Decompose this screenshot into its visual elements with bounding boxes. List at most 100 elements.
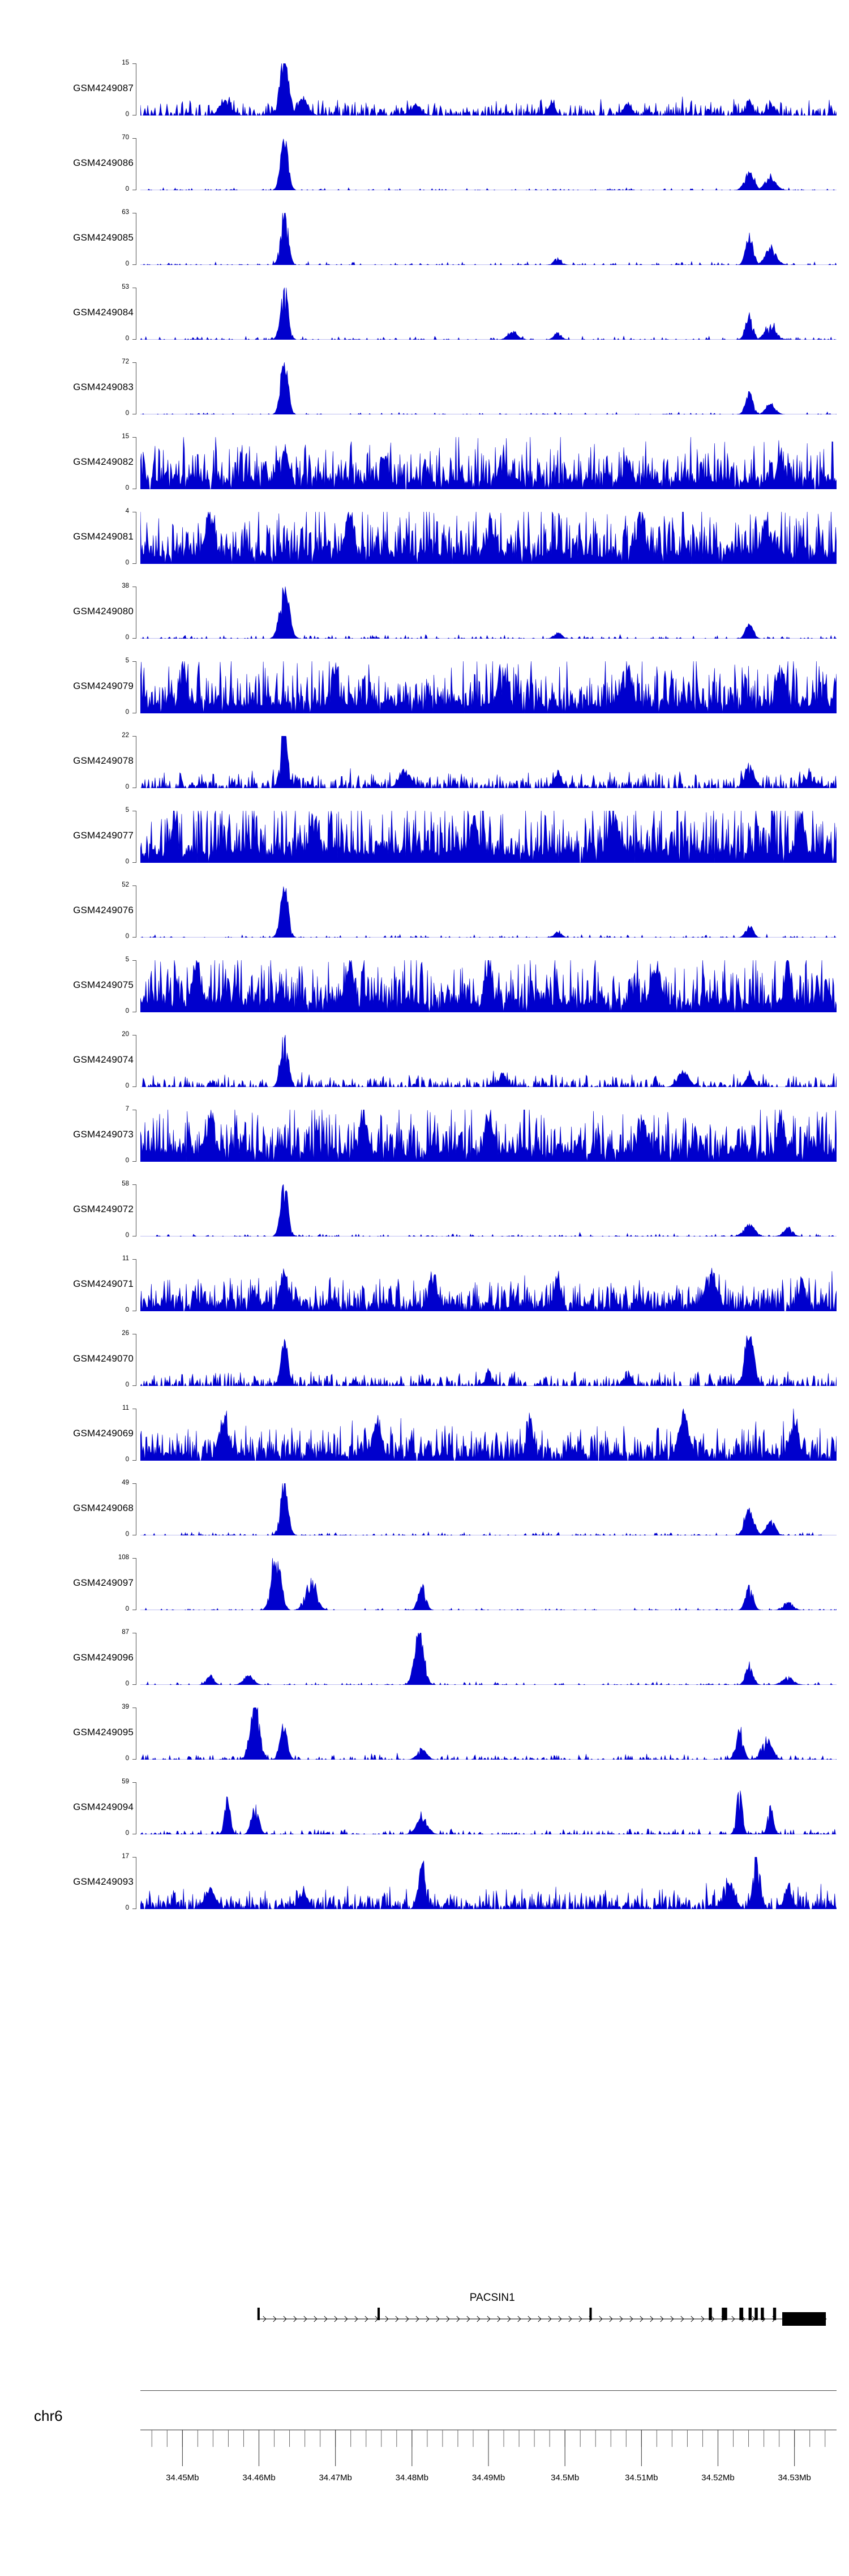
track-label-gsm4249082: GSM4249082 <box>73 456 134 467</box>
coverage-plot <box>140 63 837 115</box>
coverage-track: GSM4249069 11 0 <box>0 1405 849 1483</box>
coverage-track: GSM4249074 20 0 <box>0 1031 849 1110</box>
coverage-plot <box>140 811 837 863</box>
y-axis-max-label: 11 <box>122 1255 129 1262</box>
coverage-track: GSM4249070 26 0 <box>0 1330 849 1409</box>
track-label-gsm4249069: GSM4249069 <box>73 1428 134 1439</box>
y-axis-min-label: 0 <box>125 1456 129 1463</box>
coverage-track: GSM4249076 52 0 <box>0 882 849 960</box>
axis-tick-label: 34.48Mb <box>395 2473 429 2483</box>
y-axis-bracket <box>132 362 140 414</box>
y-axis-max-label: 11 <box>122 1405 129 1411</box>
coverage-track: GSM4249093 17 0 <box>0 1853 849 1932</box>
y-axis-min-label: 0 <box>125 634 129 641</box>
y-axis-min-label: 0 <box>125 1680 129 1687</box>
coverage-track: GSM4249083 72 0 <box>0 358 849 437</box>
track-label-gsm4249072: GSM4249072 <box>73 1204 134 1214</box>
y-axis-min-label: 0 <box>125 1905 129 1911</box>
coverage-plot <box>140 587 837 639</box>
axis-tick-label: 34.5Mb <box>551 2473 580 2483</box>
y-axis-bracket <box>132 1633 140 1685</box>
coverage-plot <box>140 736 837 788</box>
coverage-track: GSM4249085 63 0 <box>0 209 849 288</box>
gene-structure-svg <box>257 2308 827 2326</box>
axis-ticks-svg <box>140 2429 837 2466</box>
coverage-plot <box>140 1259 837 1311</box>
y-axis-bracket <box>132 138 140 190</box>
y-axis-max-label: 72 <box>122 358 129 365</box>
y-axis-max-label: 5 <box>125 657 129 664</box>
track-label-gsm4249085: GSM4249085 <box>73 232 134 243</box>
track-label-gsm4249074: GSM4249074 <box>73 1054 134 1065</box>
coverage-plot <box>140 213 837 265</box>
track-label-gsm4249079: GSM4249079 <box>73 681 134 691</box>
track-label-gsm4249094: GSM4249094 <box>73 1802 134 1812</box>
y-axis-min-label: 0 <box>125 559 129 566</box>
y-axis-bracket <box>132 1110 140 1162</box>
coverage-track: GSM4249072 58 0 <box>0 1180 849 1259</box>
track-label-gsm4249075: GSM4249075 <box>73 979 134 990</box>
coverage-plot <box>140 288 837 340</box>
y-axis-min-label: 0 <box>125 1755 129 1762</box>
y-axis-bracket <box>132 1259 140 1311</box>
y-axis-max-label: 4 <box>125 508 129 515</box>
coverage-plot <box>140 1035 837 1087</box>
y-axis-bracket <box>132 811 140 863</box>
track-label-gsm4249095: GSM4249095 <box>73 1727 134 1738</box>
y-axis-bracket <box>132 736 140 788</box>
y-axis-min-label: 0 <box>125 1082 129 1089</box>
y-axis-bracket <box>132 512 140 564</box>
y-axis-min-label: 0 <box>125 410 129 417</box>
y-axis-min-label: 0 <box>125 858 129 865</box>
axis-tick-label: 34.46Mb <box>242 2473 276 2483</box>
y-axis-max-label: 52 <box>122 882 129 888</box>
track-label-gsm4249084: GSM4249084 <box>73 307 134 318</box>
coverage-track: GSM4249077 5 0 <box>0 807 849 885</box>
coverage-plot <box>140 885 837 938</box>
coverage-plot <box>140 512 837 564</box>
y-axis-bracket <box>132 960 140 1012</box>
y-axis-min-label: 0 <box>125 260 129 267</box>
coverage-plot <box>140 1110 837 1162</box>
y-axis-max-label: 17 <box>122 1853 129 1860</box>
y-axis-bracket <box>132 1782 140 1834</box>
coverage-plot <box>140 661 837 713</box>
coverage-plot <box>140 437 837 489</box>
y-axis-max-label: 49 <box>122 1479 129 1486</box>
track-label-gsm4249087: GSM4249087 <box>73 83 134 93</box>
coverage-plot <box>140 1483 837 1535</box>
y-axis-bracket <box>132 63 140 115</box>
track-label-gsm4249081: GSM4249081 <box>73 531 134 542</box>
y-axis-bracket <box>132 587 140 639</box>
coverage-track: GSM4249097 108 0 <box>0 1554 849 1633</box>
coverage-plot <box>140 1708 837 1760</box>
y-axis-bracket <box>132 1708 140 1760</box>
track-label-gsm4249078: GSM4249078 <box>73 755 134 766</box>
y-axis-max-label: 15 <box>122 433 129 440</box>
track-label-gsm4249076: GSM4249076 <box>73 905 134 915</box>
coverage-track: GSM4249073 7 0 <box>0 1106 849 1184</box>
coverage-track: GSM4249080 38 0 <box>0 583 849 661</box>
y-axis-bracket <box>132 437 140 489</box>
y-axis-max-label: 108 <box>118 1554 129 1561</box>
coverage-track: GSM4249081 4 0 <box>0 508 849 587</box>
y-axis-max-label: 5 <box>125 807 129 814</box>
coverage-plot <box>140 1334 837 1386</box>
track-label-gsm4249068: GSM4249068 <box>73 1503 134 1513</box>
y-axis-max-label: 20 <box>122 1031 129 1038</box>
y-axis-bracket <box>132 1035 140 1087</box>
gene-model-track: PACSIN1 <box>0 2287 849 2338</box>
coverage-plot <box>140 1857 837 1909</box>
y-axis-max-label: 5 <box>125 956 129 963</box>
y-axis-max-label: 53 <box>122 284 129 290</box>
coverage-track: GSM4249084 53 0 <box>0 284 849 362</box>
y-axis-max-label: 22 <box>122 732 129 739</box>
chromosome-label: chr6 <box>34 2407 63 2424</box>
y-axis-min-label: 0 <box>125 784 129 790</box>
y-axis-min-label: 0 <box>125 186 129 192</box>
coverage-plot <box>140 1409 837 1461</box>
y-axis-bracket <box>132 213 140 265</box>
y-axis-max-label: 70 <box>122 134 129 141</box>
y-axis-min-label: 0 <box>125 1381 129 1388</box>
y-axis-max-label: 58 <box>122 1180 129 1187</box>
